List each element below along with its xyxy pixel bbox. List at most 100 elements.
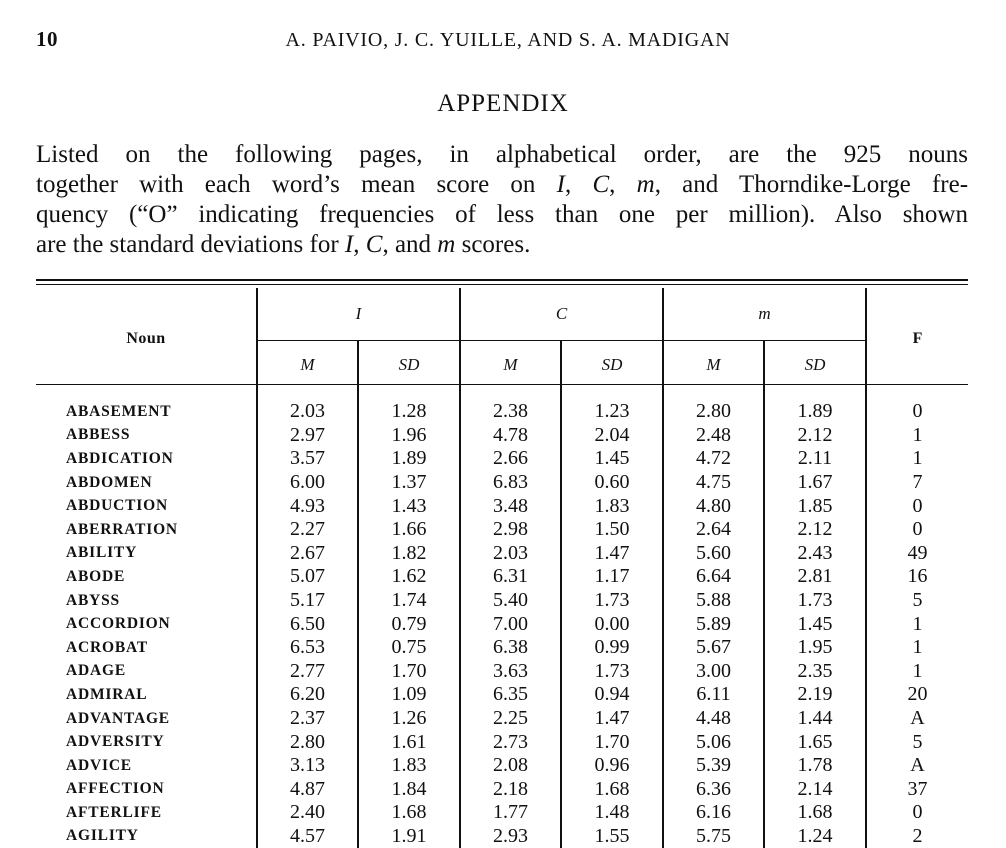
c-sd-cell: 1.47 [560, 541, 664, 566]
table-row: ADVANTAGE 2.37 1.26 2.25 1.47 4.48 1.44 A [36, 706, 969, 731]
c-mean-cell: 6.31 [459, 565, 562, 589]
frequency-cell: 0 [865, 389, 969, 424]
i-mean-cell: 6.53 [256, 635, 358, 660]
i-mean-cell: 4.93 [256, 494, 358, 518]
frequency-cell: 37 [865, 777, 969, 802]
table-row: ABDOMEN 6.00 1.37 6.83 0.60 4.75 1.67 7 [36, 470, 969, 495]
frequency-cell: 1 [865, 635, 969, 660]
column-header-i: I [255, 288, 461, 341]
table-row: ABERRATION 2.27 1.66 2.98 1.50 2.64 2.12 0 [36, 517, 969, 542]
frequency-cell: 16 [865, 565, 969, 589]
i-mean-cell: 3.13 [256, 753, 358, 778]
table-row: ABDUCTION 4.93 1.43 3.48 1.83 4.80 1.85 0 [36, 494, 969, 518]
c-sd-cell: 2.04 [560, 423, 664, 448]
m-mean-cell: 6.36 [662, 777, 765, 802]
running-head: 10 A. PAIVIO, J. C. YUILLE, AND S. A. MA… [36, 27, 970, 57]
m-sd-cell: 1.45 [763, 612, 867, 636]
table-row: ACROBAT 6.53 0.75 6.38 0.99 5.67 1.95 1 [36, 635, 969, 660]
c-mean-cell: 6.38 [459, 635, 562, 660]
m-mean-cell: 5.89 [662, 612, 765, 636]
c-mean-cell: 2.08 [459, 753, 562, 778]
i-mean-cell: 2.67 [256, 541, 358, 566]
noun-cell: ABERRATION [66, 520, 178, 538]
table-row: ABASEMENT 2.03 1.28 2.38 1.23 2.80 1.89 0 [36, 389, 969, 424]
m-mean-cell: 5.75 [662, 824, 765, 848]
intro-line-4: are the standard deviations for I, C, an… [36, 231, 531, 258]
intro-line-3: quency (“O” indicating frequencies of le… [36, 201, 968, 228]
i-sd-cell: 1.26 [356, 706, 461, 731]
i-sd-cell: 1.66 [356, 517, 461, 542]
i-mean-cell: 5.07 [256, 565, 358, 589]
i-sd-cell: 1.89 [356, 447, 461, 471]
m-mean-cell: 4.80 [662, 494, 765, 518]
m-sd-cell: 1.24 [763, 824, 867, 848]
frequency-cell: 1 [865, 612, 969, 636]
noun-cell: ADAGE [66, 662, 126, 680]
m-mean-cell: 4.72 [662, 447, 765, 471]
c-mean-cell: 2.98 [459, 517, 562, 542]
i-sd-cell: 1.83 [356, 753, 461, 778]
c-sd-cell: 1.73 [560, 588, 664, 613]
c-mean-cell: 2.38 [459, 389, 562, 424]
noun-cell: ABDOMEN [66, 473, 153, 491]
column-header-noun: Noun [126, 329, 166, 347]
c-sd-cell: 1.50 [560, 517, 664, 542]
m-mean-cell: 4.48 [662, 706, 765, 731]
m-mean-cell: 5.06 [662, 730, 765, 754]
column-header-m: m [662, 288, 867, 341]
m-mean-cell: 2.64 [662, 517, 765, 542]
subheader-m-mean: M [662, 340, 765, 389]
noun-cell: ACCORDION [66, 615, 171, 633]
c-mean-cell: 2.18 [459, 777, 562, 802]
table-row: ADVERSITY 2.80 1.61 2.73 1.70 5.06 1.65 5 [36, 730, 969, 754]
c-sd-cell: 1.83 [560, 494, 664, 518]
m-mean-cell: 4.75 [662, 470, 765, 495]
c-mean-cell: 2.73 [459, 730, 562, 754]
m-mean-cell: 5.88 [662, 588, 765, 613]
m-sd-cell: 2.14 [763, 777, 867, 802]
c-mean-cell: 1.77 [459, 801, 562, 825]
noun-cell: ADMIRAL [66, 685, 148, 703]
m-sd-cell: 1.78 [763, 753, 867, 778]
running-head-authors: A. PAIVIO, J. C. YUILLE, AND S. A. MADIG… [285, 29, 731, 51]
table-row: ADMIRAL 6.20 1.09 6.35 0.94 6.11 2.19 20 [36, 683, 969, 707]
m-sd-cell: 2.43 [763, 541, 867, 566]
m-sd-cell: 1.44 [763, 706, 867, 731]
c-sd-cell: 0.00 [560, 612, 664, 636]
c-mean-cell: 2.66 [459, 447, 562, 471]
i-sd-cell: 1.96 [356, 423, 461, 448]
intro-line-1: Listed on the following pages, in alphab… [36, 141, 968, 168]
m-mean-cell: 6.64 [662, 565, 765, 589]
m-sd-cell: 2.35 [763, 659, 867, 684]
intro-paragraph: Listed on the following pages, in alphab… [36, 140, 968, 260]
c-sd-cell: 0.60 [560, 470, 664, 495]
subheader-c-sd: SD [560, 340, 664, 389]
noun-ratings-table: Noun I C m F M SD M SD M SD ABASEMENT 2.0… [36, 288, 969, 848]
i-sd-cell: 0.79 [356, 612, 461, 636]
c-mean-cell: 6.83 [459, 470, 562, 495]
m-sd-cell: 1.89 [763, 389, 867, 424]
table-row: ABDICATION 3.57 1.89 2.66 1.45 4.72 2.11 1 [36, 447, 969, 471]
frequency-cell: 7 [865, 470, 969, 495]
i-sd-cell: 1.61 [356, 730, 461, 754]
i-mean-cell: 2.97 [256, 423, 358, 448]
section-title: APPENDIX [437, 90, 569, 117]
c-sd-cell: 1.23 [560, 389, 664, 424]
noun-cell: AFFECTION [66, 780, 165, 798]
c-sd-cell: 1.48 [560, 801, 664, 825]
i-mean-cell: 6.00 [256, 470, 358, 495]
i-mean-cell: 5.17 [256, 588, 358, 613]
i-mean-cell: 2.80 [256, 730, 358, 754]
frequency-cell: 20 [865, 683, 969, 707]
i-sd-cell: 1.43 [356, 494, 461, 518]
noun-cell: ADVERSITY [66, 733, 165, 751]
i-sd-cell: 1.82 [356, 541, 461, 566]
m-sd-cell: 2.12 [763, 517, 867, 542]
frequency-cell: 1 [865, 659, 969, 684]
c-mean-cell: 2.03 [459, 541, 562, 566]
frequency-cell: 49 [865, 541, 969, 566]
i-sd-cell: 1.28 [356, 389, 461, 424]
i-sd-cell: 1.68 [356, 801, 461, 825]
noun-cell: ABASEMENT [66, 402, 172, 420]
frequency-cell: 0 [865, 494, 969, 518]
